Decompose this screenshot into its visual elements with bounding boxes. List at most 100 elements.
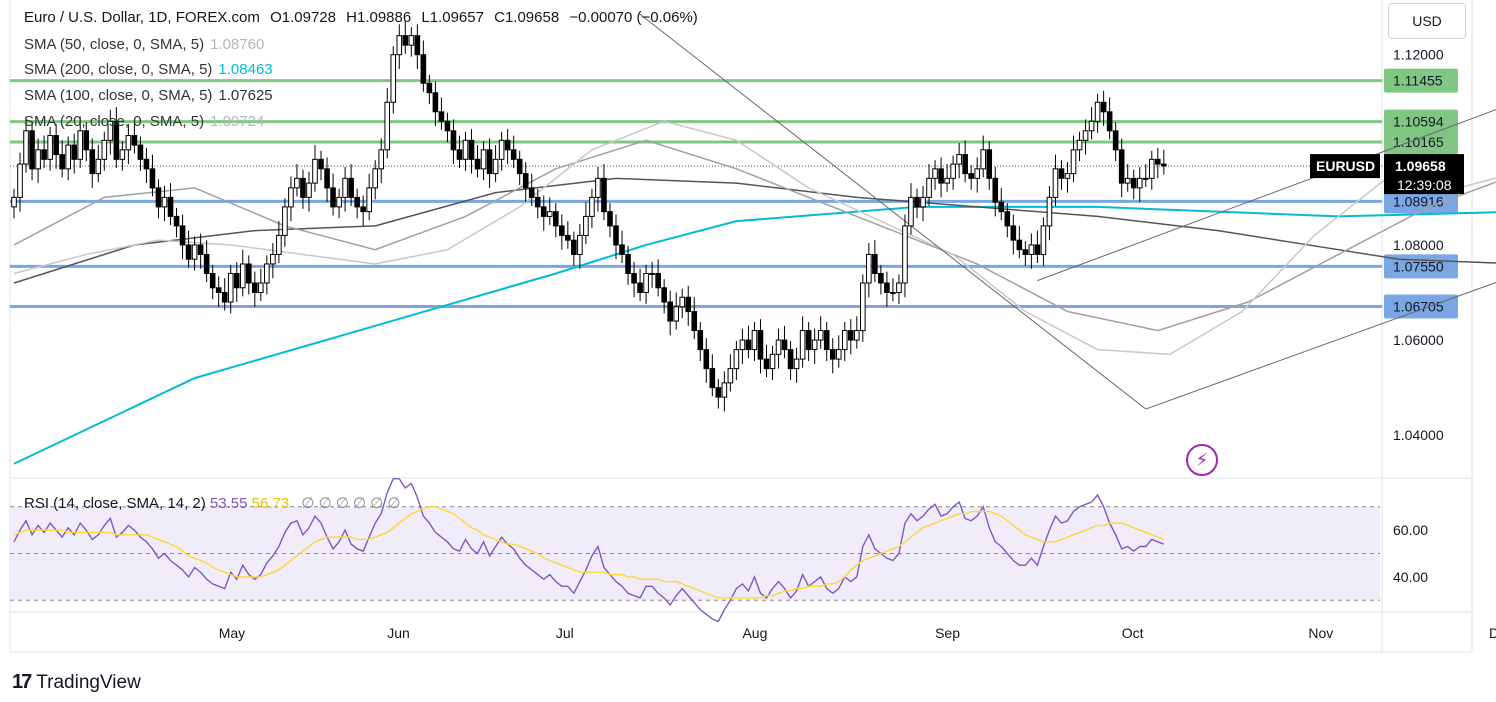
low-value: L1.09657 xyxy=(421,9,484,26)
candle-body xyxy=(643,272,649,294)
rsi-band xyxy=(10,506,1380,601)
candle-body xyxy=(546,211,553,217)
legend-label: SMA (200, close, 0, SMA, 5) xyxy=(24,61,213,78)
candle-body xyxy=(715,387,722,398)
legend-value: 1.07625 xyxy=(218,87,273,104)
legend-sma-20[interactable]: SMA (20, close, 0, SMA, 5) 1.09724 xyxy=(24,113,264,131)
candle-body xyxy=(914,196,920,208)
candle-body xyxy=(866,253,872,284)
rsi-sma-line xyxy=(13,506,1165,599)
candle-body xyxy=(450,130,457,151)
candle-body xyxy=(390,54,397,103)
candle-body xyxy=(203,253,210,274)
candle-body xyxy=(709,368,716,389)
legend-sma-200[interactable]: SMA (200, close, 0, SMA, 5) 1.08463 xyxy=(24,61,273,79)
level-price-label: 1.11455 xyxy=(1393,73,1443,89)
candle-body xyxy=(691,311,698,332)
candle-body xyxy=(288,187,294,208)
candle-body xyxy=(245,263,252,284)
symbol-title[interactable]: Euro / U.S. Dollar, 1D, FOREX.com xyxy=(24,9,260,26)
candle-body xyxy=(41,149,47,160)
candle-body xyxy=(59,154,65,170)
candle-body xyxy=(107,120,114,141)
candle-body xyxy=(149,168,156,189)
symbol-header: Euro / U.S. Dollar, 1D, FOREX.com O1.097… xyxy=(24,9,704,26)
candle-body xyxy=(1148,158,1155,179)
candle-body xyxy=(83,130,90,151)
candle-body xyxy=(143,158,150,170)
legend-sma-100[interactable]: SMA (100, close, 0, SMA, 5) 1.07625 xyxy=(24,87,273,105)
candle-body xyxy=(854,330,860,341)
candle-body xyxy=(739,339,746,351)
candle-body xyxy=(282,206,288,236)
level-price-label: 1.06705 xyxy=(1393,299,1444,315)
candle-body xyxy=(559,225,565,236)
sma-line xyxy=(13,139,1496,332)
sma-line xyxy=(13,205,1496,465)
candle-body xyxy=(65,144,71,170)
candle-body xyxy=(920,196,926,208)
candle-body xyxy=(1106,111,1113,132)
rsi-line xyxy=(13,477,1165,623)
candle-body xyxy=(787,349,794,370)
candle-body xyxy=(215,287,222,294)
candle-body xyxy=(47,135,53,160)
candle-body xyxy=(372,168,378,189)
price-tick-label: 1.06000 xyxy=(1393,332,1444,348)
candle-body xyxy=(474,158,481,170)
rsi-legend[interactable]: RSI (14, close, SMA, 14, 2) 53.55 56.73 … xyxy=(24,494,401,512)
candle-body xyxy=(1094,101,1101,122)
candle-body xyxy=(896,282,902,294)
candle-body xyxy=(992,177,999,203)
legend-label: SMA (50, close, 0, SMA, 5) xyxy=(24,36,205,53)
candle-body xyxy=(1118,149,1125,184)
candle-body xyxy=(11,196,17,208)
candle-body xyxy=(733,349,740,370)
candle-body xyxy=(71,144,78,160)
legend-value: 1.09724 xyxy=(210,113,265,130)
sma-line xyxy=(13,120,1496,356)
time-tick-label: Jul xyxy=(556,625,574,641)
candle-body xyxy=(703,349,710,370)
lightning-icon[interactable]: ⚡ xyxy=(1186,444,1218,476)
rsi-value: 53.55 xyxy=(209,495,248,512)
candle-body xyxy=(23,130,29,165)
rsi-sma-value: 56.73 xyxy=(251,495,290,512)
legend-value: 1.08463 xyxy=(218,61,273,78)
candle-body xyxy=(294,177,300,189)
candle-body xyxy=(1088,120,1095,132)
legend-sma-50[interactable]: SMA (50, close, 0, SMA, 5) 1.08760 xyxy=(24,36,264,54)
candle-body xyxy=(1004,211,1011,227)
time-tick-label: Oct xyxy=(1122,625,1144,641)
candle-body xyxy=(607,211,613,227)
time-tick-label: Jun xyxy=(387,625,410,641)
candle-body xyxy=(35,149,41,170)
candle-body xyxy=(456,149,463,160)
candle-body xyxy=(179,225,186,246)
legend-label: SMA (20, close, 0, SMA, 5) xyxy=(24,113,205,130)
candle-body xyxy=(239,263,246,289)
candle-body xyxy=(793,358,800,370)
candle-body xyxy=(1136,177,1143,189)
candle-body xyxy=(673,306,680,322)
candle-body xyxy=(872,253,878,274)
candle-body xyxy=(324,168,330,189)
tradingview-logo[interactable]: 17 TradingView xyxy=(12,671,141,694)
currency-selector[interactable]: USD xyxy=(1388,3,1466,39)
time-tick-label: May xyxy=(219,625,245,641)
candle-body xyxy=(300,177,306,198)
candle-body xyxy=(1022,249,1029,255)
candle-body xyxy=(89,149,96,175)
candle-body xyxy=(1142,177,1149,180)
candle-body xyxy=(745,339,752,351)
candle-body xyxy=(17,163,23,198)
candle-body xyxy=(173,215,180,227)
candle-body xyxy=(974,168,981,179)
candle-body xyxy=(29,130,35,170)
price-tick-label: 1.12000 xyxy=(1393,47,1444,63)
candle-body xyxy=(860,282,866,332)
candle-body xyxy=(498,139,505,160)
candle-body xyxy=(252,282,258,294)
candle-body xyxy=(565,234,571,241)
